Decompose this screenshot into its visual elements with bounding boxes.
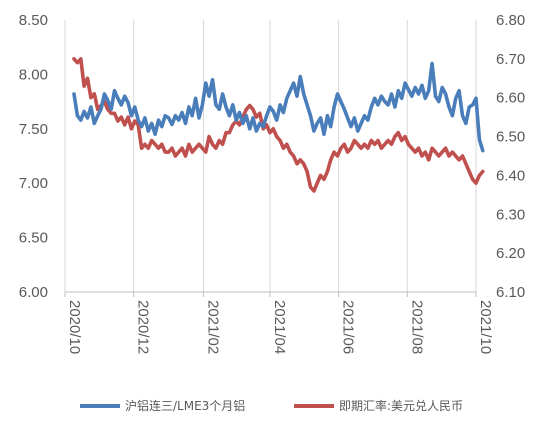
legend-label: 即期汇率:美元兑人民币 — [339, 398, 463, 413]
right-y-tick-label: 6.10 — [496, 284, 525, 301]
x-tick-label: 2020/12 — [135, 300, 152, 354]
left-y-tick-label: 8.50 — [19, 12, 48, 29]
right-y-tick-label: 6.20 — [496, 245, 525, 262]
left-y-tick-label: 7.00 — [19, 175, 48, 192]
x-tick-label: 2021/04 — [271, 300, 288, 354]
legend: 沪铝连三/LME3个月铝 即期汇率:美元兑人民币 — [80, 398, 463, 413]
series-lines — [72, 57, 485, 193]
right-y-tick-label: 6.70 — [496, 51, 525, 68]
legend-label: 沪铝连三/LME3个月铝 — [125, 398, 245, 413]
left-y-axis-ticks: 6.00 6.50 7.00 7.50 8.00 8.50 — [19, 12, 48, 301]
left-y-tick-label: 7.50 — [19, 121, 48, 138]
x-tick-label: 2021/10 — [477, 300, 494, 354]
x-tick-label: 2021/02 — [205, 300, 222, 354]
right-y-tick-label: 6.40 — [496, 167, 525, 184]
series-line-usdcny — [72, 57, 485, 193]
x-tick-label: 2021/06 — [340, 300, 357, 354]
vertical-gridlines — [64, 20, 477, 292]
axes — [64, 291, 477, 297]
right-y-tick-label: 6.80 — [496, 12, 525, 29]
right-y-tick-label: 6.30 — [496, 206, 525, 223]
x-axis-ticks: 2020/10 2020/12 2021/02 2021/04 2021/06 2021/… — [66, 300, 494, 354]
x-tick-label: 2020/10 — [66, 300, 83, 354]
right-y-axis-ticks: 6.10 6.20 6.30 6.40 6.50 6.60 6.70 6.80 — [496, 12, 525, 301]
x-tick-label: 2021/08 — [408, 300, 425, 354]
left-y-tick-label: 6.00 — [19, 284, 48, 301]
right-y-tick-label: 6.60 — [496, 90, 525, 107]
series-line-aluminum-ratio — [72, 61, 485, 153]
left-y-tick-label: 6.50 — [19, 230, 48, 247]
right-y-tick-label: 6.50 — [496, 129, 525, 146]
left-y-tick-label: 8.00 — [19, 66, 48, 83]
